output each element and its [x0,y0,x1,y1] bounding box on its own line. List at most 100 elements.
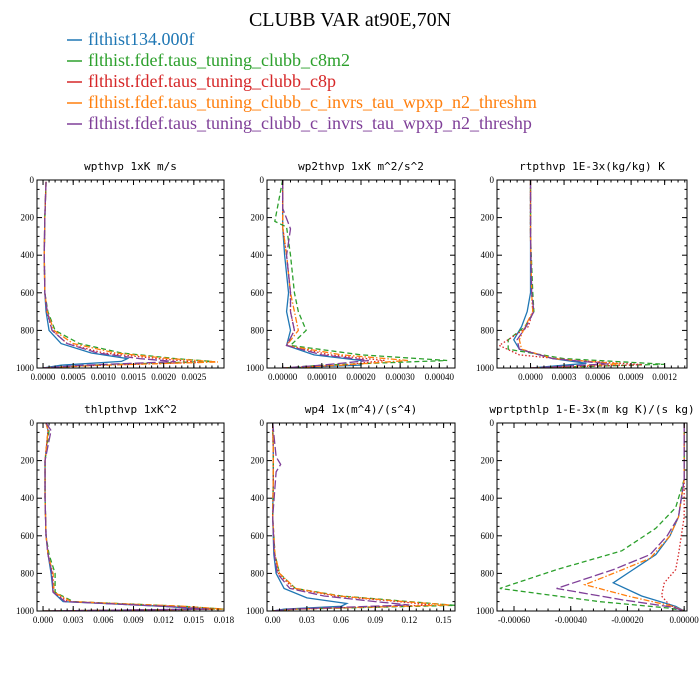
legend: flthist134.000fflthist.fdef.taus_tuning_… [67,29,537,133]
x-tick-label: 0.00000 [268,372,298,382]
y-tick-label: 1000 [16,363,35,373]
series-line [282,180,362,368]
y-tick-label: 0 [30,418,35,428]
series-line [42,181,219,368]
x-tick-label: 0.0003 [552,372,577,382]
y-tick-label: 600 [481,531,495,541]
x-tick-label: 0.0010 [91,372,116,382]
x-tick-label: 0.012 [154,615,174,625]
legend-entry: flthist.fdef.taus_tuning_clubb_c_invrs_t… [88,92,537,112]
y-tick-label: 200 [21,456,35,466]
series-line [556,423,685,611]
x-tick-label: 0.0015 [121,372,146,382]
series-line [611,423,685,611]
x-tick-label: 0.0006 [585,372,610,382]
panel-title: wp2thvp 1xK m^2/s^2 [298,160,424,173]
series-line [43,423,209,611]
x-tick-label: 0.003 [63,615,84,625]
x-tick-label: 0.00 [265,615,281,625]
panel-title: thlpthvp 1xK^2 [84,403,177,416]
x-tick-label: 0.0000 [518,372,543,382]
y-tick-label: 400 [21,493,35,503]
series-line [582,423,685,611]
y-tick-label: 600 [251,288,265,298]
y-tick-label: 800 [21,325,35,335]
series-line [272,423,410,611]
x-tick-label: 0.0009 [619,372,644,382]
panel-title: rtpthvp 1E-3x(kg/kg) K [519,160,665,173]
y-tick-label: 600 [251,531,265,541]
y-tick-label: 200 [481,213,495,223]
y-tick-label: 1000 [476,606,495,616]
x-tick-label: 0.000 [33,615,54,625]
y-tick-label: 400 [251,250,265,260]
y-tick-label: 200 [21,213,35,223]
series-line [274,180,448,368]
chart-panel: wp2thvp 1xK m^2/s^2020040060080010000.00… [246,160,456,382]
y-tick-label: 600 [21,531,35,541]
x-tick-label: 0.018 [214,615,235,625]
y-tick-label: 1000 [16,606,35,616]
series-line [499,423,685,611]
y-tick-label: 0 [260,418,265,428]
series-line [660,423,685,611]
y-tick-label: 1000 [246,606,265,616]
y-tick-label: 200 [251,213,265,223]
y-tick-label: 0 [490,175,495,185]
series-line [516,180,609,368]
x-tick-label: -0.00060 [498,615,531,625]
x-tick-label: 0.009 [123,615,144,625]
legend-entry: flthist.fdef.taus_tuning_clubb_c_invrs_t… [88,113,532,133]
series-line [497,180,643,368]
y-tick-label: 0 [490,418,495,428]
chart-panel: wprtpthlp 1-E-3x(m kg K)/(s kg) 0 200 400 60… [476,403,699,625]
x-tick-label: 0.006 [93,615,114,625]
series-line [43,423,214,611]
plot-frame [496,179,688,369]
y-tick-label: 0 [30,175,35,185]
y-tick-label: 1000 [476,363,495,373]
y-tick-label: 400 [251,493,265,503]
series-line [42,181,212,368]
y-tick-label: 800 [481,568,495,578]
y-tick-label: 800 [251,568,265,578]
x-tick-label: 0.00020 [346,372,376,382]
x-tick-label: 0.00010 [307,372,337,382]
x-tick-label: 0.09 [367,615,383,625]
y-tick-label: 600 [481,288,495,298]
plot-frame [266,179,456,369]
y-tick-label: 800 [481,325,495,335]
series-line [282,180,385,368]
series-line [282,180,369,368]
series-line [43,423,224,611]
series-line [282,180,409,368]
series-line [42,181,200,368]
x-tick-label: 0.0000 [31,372,56,382]
x-tick-label: 0.0025 [181,372,206,382]
panel-title: wp4 1x(m^4)/(s^4) [305,403,418,416]
legend-entry: flthist.fdef.taus_tuning_clubb_c8m2 [88,50,350,70]
chart-panel: rtpthvp 1E-3x(kg/kg) K 0 200 400 600 800 1000 0… [476,160,688,382]
x-tick-label: -0.00020 [611,615,644,625]
plot-frame [496,422,688,612]
x-tick-label: 0.00030 [386,372,416,382]
series-line [272,423,455,611]
y-tick-label: 400 [481,493,495,503]
series-line [272,423,349,611]
figure-title: CLUBB VAR at90E,70N [249,9,451,31]
series-line [42,181,130,368]
series-line [272,423,433,611]
y-tick-label: 200 [251,456,265,466]
y-tick-label: 800 [21,568,35,578]
x-tick-label: 0.0012 [652,372,677,382]
x-tick-label: 0.12 [402,615,418,625]
x-tick-label: 0.03 [299,615,315,625]
series-line [43,423,204,611]
panel-title: wprtpthlp 1-E-3x(m kg K)/(s kg) [489,403,694,416]
y-tick-label: 0 [260,175,265,185]
